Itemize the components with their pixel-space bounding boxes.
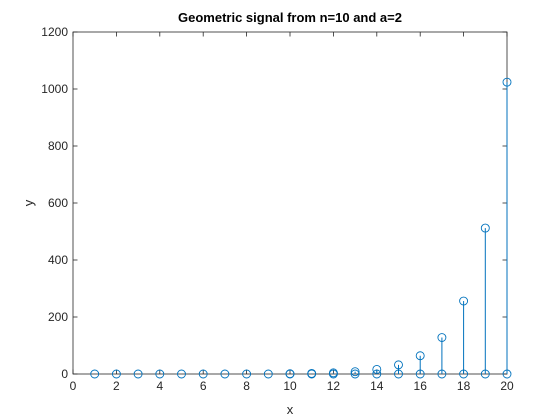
y-tick-label: 200: [48, 310, 68, 324]
stem-marker: [372, 364, 382, 374]
stem-marker: [285, 369, 295, 379]
x-tick-label: 4: [156, 379, 163, 393]
y-axis-label: y: [21, 199, 36, 206]
x-tick-label: 20: [500, 379, 514, 393]
x-tick-label: 12: [327, 379, 341, 393]
stem-marker: [459, 296, 469, 306]
y-tick-label: 400: [48, 253, 68, 267]
y-tick-label: 0: [61, 367, 68, 381]
x-tick-label: 10: [283, 379, 297, 393]
chart-title: Geometric signal from n=10 and a=2: [178, 10, 402, 25]
stem-marker: [155, 369, 165, 379]
x-tick-label: 6: [200, 379, 207, 393]
x-tick-label: 16: [414, 379, 428, 393]
stem-marker: [502, 77, 512, 87]
y-tick-label: 800: [48, 139, 68, 153]
stem-marker: [242, 369, 252, 379]
series-group: [90, 77, 512, 379]
stem-marker: [133, 369, 143, 379]
stem-marker: [394, 360, 403, 370]
x-tick-label: 0: [70, 379, 77, 393]
stem-marker: [350, 367, 360, 377]
stem-marker: [350, 369, 360, 379]
x-axis-label: x: [287, 402, 294, 417]
stem-marker: [415, 351, 425, 361]
stem-marker: [198, 369, 208, 379]
stem-marker: [263, 369, 273, 379]
x-tick-label: 18: [457, 379, 471, 393]
stem-marker: [220, 369, 230, 379]
plot-area: [72, 31, 508, 375]
x-tick-label: 2: [113, 379, 120, 393]
stem-marker: [328, 368, 338, 378]
y-tick-label: 1000: [41, 82, 68, 96]
y-tick-label: 1200: [41, 25, 68, 39]
stem-marker: [177, 369, 186, 379]
stem-marker: [111, 369, 121, 379]
x-tick-label: 8: [243, 379, 250, 393]
stem-marker: [480, 223, 490, 233]
y-tick-label: 600: [48, 196, 68, 210]
stem-marker: [90, 369, 100, 379]
stem-marker: [307, 368, 317, 378]
x-tick-label: 14: [370, 379, 384, 393]
stem-series-2: [285, 77, 512, 379]
stem-marker: [437, 333, 447, 342]
